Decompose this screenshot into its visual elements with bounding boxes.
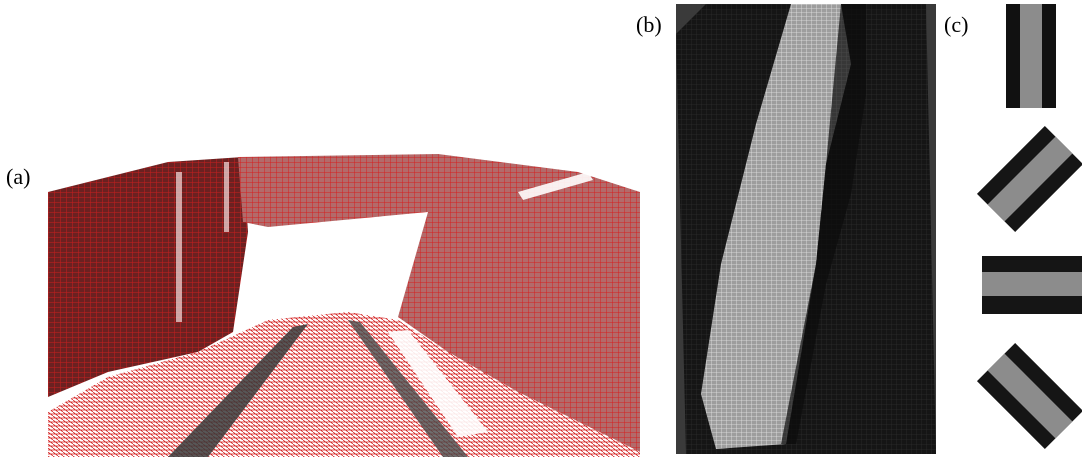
panel-a-tunnel-mesh (48, 152, 640, 457)
topdown-mesh-image (676, 4, 936, 454)
corridor-shadow (781, 4, 866, 444)
kernel-horizontal (982, 256, 1082, 314)
kernel-stack (976, 4, 1082, 450)
panel-label-c: (c) (944, 12, 969, 37)
kernel-diagonal-1 (976, 125, 1082, 233)
tunnel-floor (48, 312, 640, 457)
corridor-floor (701, 4, 851, 449)
panel-label-b: (b) (636, 12, 662, 37)
panel-b-topdown-mesh (676, 4, 936, 454)
right-wall (398, 172, 640, 452)
panel-label-a: (a) (6, 164, 31, 189)
ceiling (238, 154, 588, 227)
tunnel-opening (268, 224, 398, 320)
panel-c-kernels (970, 4, 1082, 454)
wall-highlight (224, 162, 229, 232)
left-wall (48, 157, 248, 397)
kernel-diagonal-2 (976, 342, 1082, 450)
floor-highlight (388, 330, 488, 437)
kernel-vertical (1006, 4, 1056, 108)
tunnel-mesh-image (48, 154, 640, 457)
wall-highlight (176, 172, 182, 322)
floor-rail-right (348, 320, 468, 457)
ceiling-highlight (518, 172, 593, 200)
floor-rail-left (168, 324, 308, 457)
